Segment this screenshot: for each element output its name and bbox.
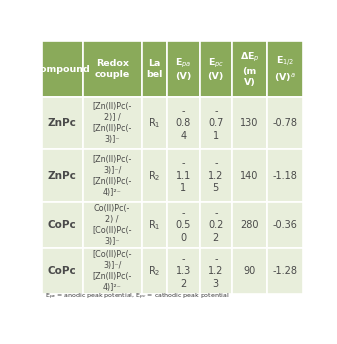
Text: R$_{1}$: R$_{1}$ (148, 116, 161, 130)
Bar (267, 41, 303, 97)
Text: -
1.2
3: - 1.2 3 (208, 254, 223, 289)
Bar (200, 41, 232, 97)
Bar (232, 97, 267, 150)
Bar (83, 202, 142, 248)
Bar (142, 202, 167, 248)
Bar (267, 97, 303, 150)
Text: -0.78: -0.78 (273, 118, 298, 128)
Text: 90: 90 (243, 266, 255, 276)
Text: [Co(II)Pc(-
3)]⁻/
[Zn(II)Pc(-
4)]²⁻: [Co(II)Pc(- 3)]⁻/ [Zn(II)Pc(- 4)]²⁻ (92, 250, 132, 292)
Text: [Zn(II)Pc(-
2)] /
[Zn(II)Pc(-
3)]⁻: [Zn(II)Pc(- 2)] / [Zn(II)Pc(- 3)]⁻ (92, 102, 132, 144)
Text: -0.36: -0.36 (273, 220, 298, 230)
Bar (42, 248, 83, 294)
Text: Co(II)Pc(-
2) /
[Co(II)Pc(-
3)]⁻: Co(II)Pc(- 2) / [Co(II)Pc(- 3)]⁻ (92, 204, 132, 246)
Text: 280: 280 (240, 220, 259, 230)
Bar (267, 248, 303, 294)
Bar (267, 150, 303, 202)
Bar (83, 248, 142, 294)
Bar (232, 202, 267, 248)
Bar (232, 41, 267, 97)
Text: Compound: Compound (34, 65, 91, 74)
Text: ZnPc: ZnPc (48, 171, 77, 181)
Bar (267, 202, 303, 248)
Text: ZnPc: ZnPc (48, 118, 77, 128)
Text: -1.28: -1.28 (273, 266, 298, 276)
Text: Redox
couple: Redox couple (94, 59, 130, 79)
Bar (167, 202, 200, 248)
Bar (42, 150, 83, 202)
Text: -
0.8
4: - 0.8 4 (176, 106, 191, 140)
Text: 130: 130 (240, 118, 258, 128)
Text: -
1.2
5: - 1.2 5 (208, 159, 223, 193)
Bar (232, 248, 267, 294)
Bar (83, 150, 142, 202)
Text: E$_{1/2}$
(V)$^{a}$: E$_{1/2}$ (V)$^{a}$ (274, 54, 296, 84)
Bar (167, 97, 200, 150)
Bar (200, 150, 232, 202)
Bar (142, 248, 167, 294)
Bar (83, 41, 142, 97)
Bar (83, 97, 142, 150)
Text: ΔE$_{p}$
(m
V): ΔE$_{p}$ (m V) (240, 51, 259, 87)
Bar (200, 248, 232, 294)
Bar (142, 97, 167, 150)
Bar (142, 41, 167, 97)
Bar (42, 41, 83, 97)
Bar (167, 248, 200, 294)
Text: [Zn(II)Pc(-
3)]⁻/
[Zn(II)Pc(-
4)]²⁻: [Zn(II)Pc(- 3)]⁻/ [Zn(II)Pc(- 4)]²⁻ (92, 155, 132, 197)
Text: E$_{pa}$ = anodic peak potential, E$_{pc}$ = cathodic peak potential: E$_{pa}$ = anodic peak potential, E$_{pc… (45, 292, 229, 302)
Text: La
bel: La bel (146, 59, 163, 79)
Text: 140: 140 (240, 171, 258, 181)
Text: -1.18: -1.18 (273, 171, 298, 181)
Bar (200, 97, 232, 150)
Text: R$_{2}$: R$_{2}$ (148, 264, 161, 278)
Text: R$_{2}$: R$_{2}$ (148, 169, 161, 183)
Bar (42, 202, 83, 248)
Text: -
0.2
2: - 0.2 2 (208, 208, 223, 243)
Text: CoPc: CoPc (48, 220, 77, 230)
Bar (232, 150, 267, 202)
Text: R$_{1}$: R$_{1}$ (148, 218, 161, 232)
Text: E$_{pa}$
(V): E$_{pa}$ (V) (175, 57, 192, 81)
Bar (167, 150, 200, 202)
Text: -
1.1
1: - 1.1 1 (176, 159, 191, 193)
Bar (42, 97, 83, 150)
Bar (200, 202, 232, 248)
Text: CoPc: CoPc (48, 266, 77, 276)
Text: -
0.7
1: - 0.7 1 (208, 106, 223, 140)
Text: -
1.3
2: - 1.3 2 (176, 254, 191, 289)
Bar (167, 41, 200, 97)
Text: -
0.5
0: - 0.5 0 (176, 208, 191, 243)
Text: E$_{pc}$
(V): E$_{pc}$ (V) (208, 57, 224, 81)
Bar (142, 150, 167, 202)
